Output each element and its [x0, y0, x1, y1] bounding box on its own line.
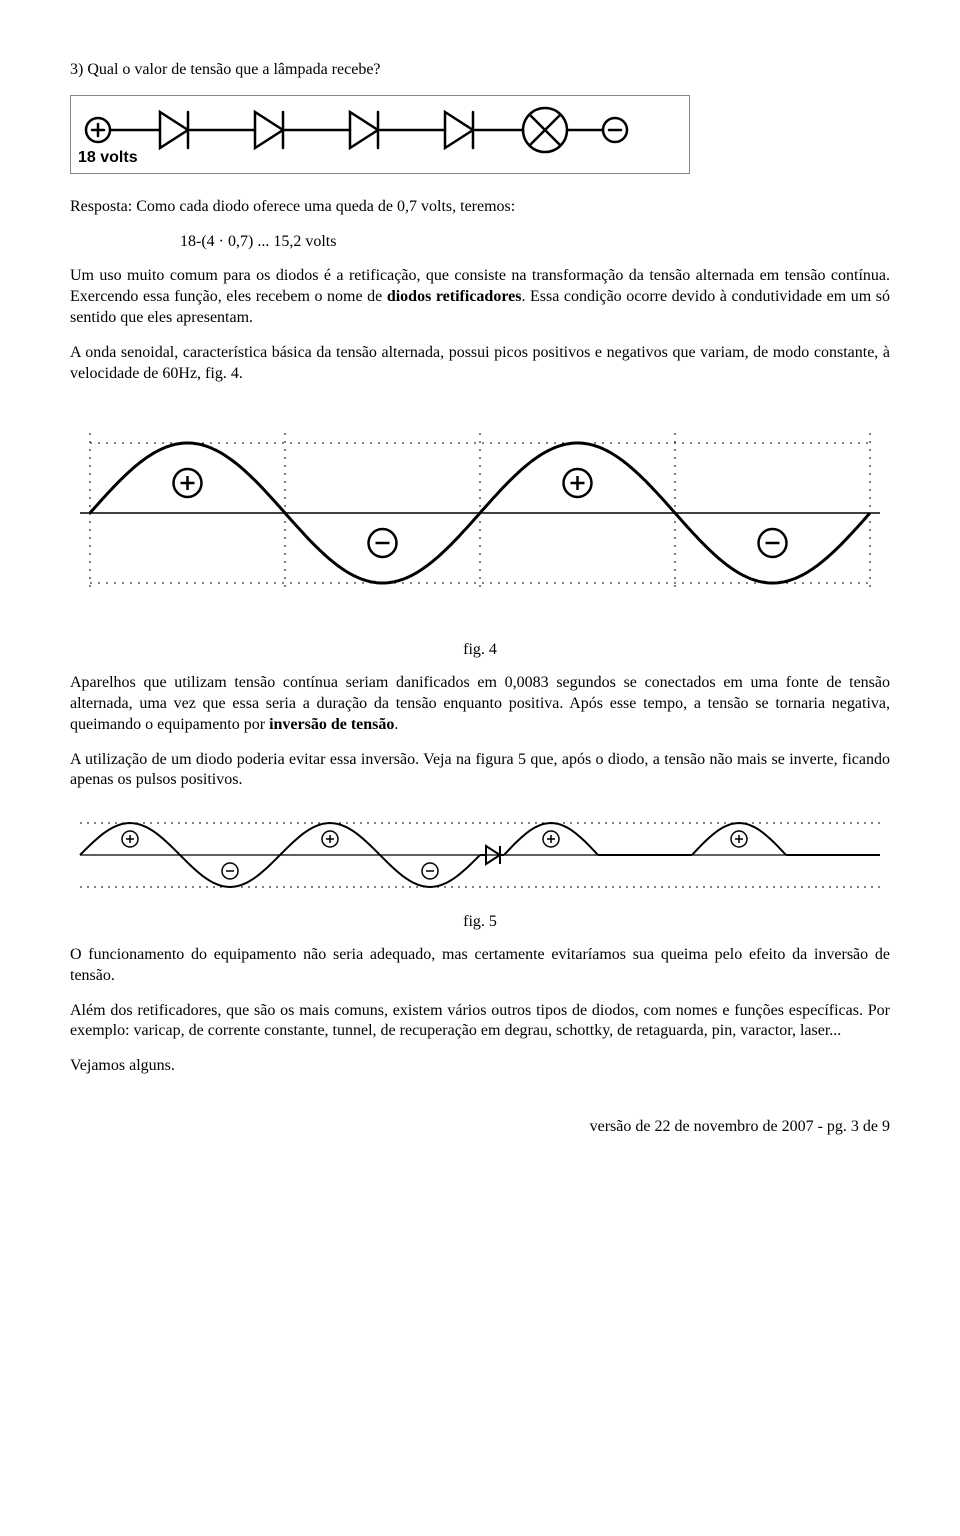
text: Aparelhos que utilizam tensão contínua s… [70, 674, 890, 733]
answer-line2: 18-(4 · 0,7) ... 15,2 volts [180, 232, 890, 253]
paragraph-diode-fix: A utilização de um diodo poderia evitar … [70, 750, 890, 792]
fig5-figure [70, 805, 890, 900]
paragraph-operation: O funcionamento do equipamento não seria… [70, 945, 890, 987]
text: . [394, 716, 398, 733]
paragraph-damage: Aparelhos que utilizam tensão contínua s… [70, 673, 890, 735]
bold-diodos-retificadores: diodos retificadores [387, 288, 522, 305]
page-footer: versão de 22 de novembro de 2007 - pg. 3… [70, 1117, 890, 1138]
paragraph-other-diodes: Além dos retificadores, que são os mais … [70, 1001, 890, 1043]
paragraph-sine: A onda senoidal, característica básica d… [70, 343, 890, 385]
fig4-figure [70, 398, 890, 628]
fig4-caption: fig. 4 [70, 640, 890, 661]
circuit-figure: 18 volts [70, 95, 890, 185]
sine-wave-svg [70, 398, 890, 628]
rectified-wave-svg [70, 805, 890, 900]
fig5-caption: fig. 5 [70, 912, 890, 933]
circuit-svg: 18 volts [70, 95, 690, 185]
paragraph-see-some: Vejamos alguns. [70, 1056, 890, 1077]
question-3: 3) Qual o valor de tensão que a lâmpada … [70, 60, 890, 81]
answer-line1: Resposta: Como cada diodo oferece uma qu… [70, 197, 890, 218]
paragraph-rectifiers: Um uso muito comum para os diodos é a re… [70, 266, 890, 328]
svg-text:18 volts: 18 volts [78, 149, 138, 166]
bold-inversao: inversão de tensão [269, 716, 394, 733]
